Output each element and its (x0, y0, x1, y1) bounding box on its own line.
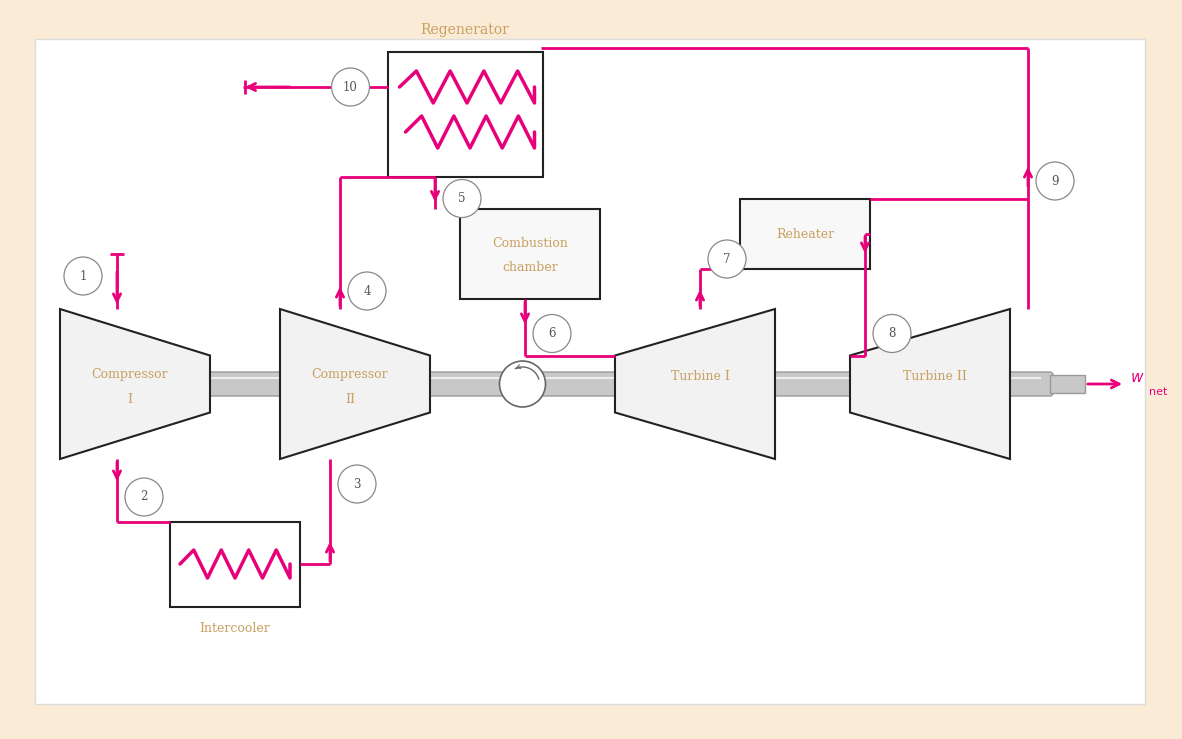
Text: 3: 3 (353, 477, 361, 491)
Polygon shape (615, 309, 775, 459)
Text: 5: 5 (459, 192, 466, 205)
Text: Turbine II: Turbine II (903, 370, 967, 383)
Text: 2: 2 (141, 491, 148, 503)
Polygon shape (60, 309, 210, 459)
Circle shape (338, 465, 376, 503)
Text: II: II (345, 392, 355, 406)
Bar (388, 52, 543, 177)
Text: net: net (1149, 387, 1168, 397)
Bar (1050, 375, 1085, 393)
Text: 7: 7 (723, 253, 730, 265)
Bar (35, 39, 1145, 704)
Bar (460, 209, 600, 299)
Polygon shape (280, 309, 430, 459)
Circle shape (533, 315, 571, 353)
Circle shape (125, 478, 163, 516)
Circle shape (500, 361, 546, 407)
Text: chamber: chamber (502, 261, 558, 273)
Text: 8: 8 (889, 327, 896, 340)
Circle shape (1035, 162, 1074, 200)
Bar (170, 522, 300, 607)
Text: 10: 10 (343, 81, 358, 94)
Text: 1: 1 (79, 270, 86, 282)
Circle shape (331, 68, 370, 106)
Text: Turbine I: Turbine I (670, 370, 729, 383)
Text: 4: 4 (363, 285, 371, 298)
Circle shape (708, 240, 746, 278)
Text: I: I (128, 392, 132, 406)
Circle shape (348, 272, 387, 310)
FancyBboxPatch shape (191, 372, 1053, 396)
Text: Regenerator: Regenerator (421, 22, 509, 36)
Text: Compressor: Compressor (92, 367, 168, 381)
Text: 6: 6 (548, 327, 556, 340)
Text: Intercooler: Intercooler (200, 622, 271, 635)
Text: Compressor: Compressor (312, 367, 389, 381)
Bar (740, 199, 870, 269)
Text: 9: 9 (1051, 174, 1059, 188)
Text: Combustion: Combustion (492, 236, 567, 250)
Text: $w$: $w$ (1130, 370, 1144, 384)
Polygon shape (850, 309, 1009, 459)
Circle shape (64, 257, 102, 295)
Circle shape (443, 180, 481, 217)
Circle shape (873, 315, 911, 353)
Text: Reheater: Reheater (775, 228, 834, 240)
